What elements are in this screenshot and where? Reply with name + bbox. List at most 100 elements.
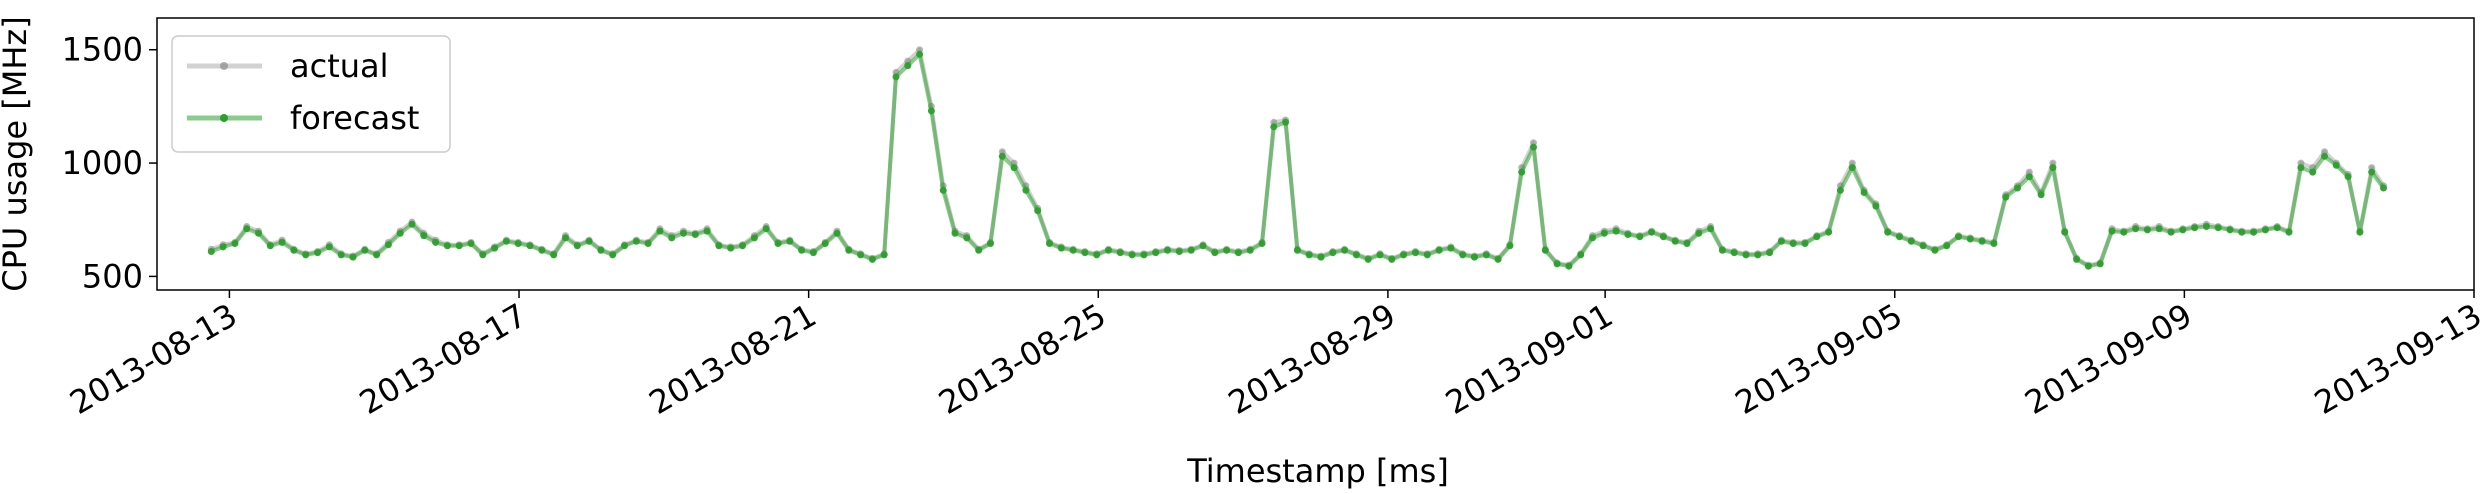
point-forecast-68 [1010,164,1018,172]
point-forecast-58 [892,73,900,81]
point-forecast-40 [680,229,687,237]
point-forecast-77 [1116,249,1124,257]
point-forecast-139 [1848,164,1856,172]
point-forecast-33 [597,246,605,254]
point-forecast-15 [384,241,392,249]
point-forecast-171 [2226,226,2234,234]
y-tick-label-500: 500 [82,257,143,295]
point-forecast-168 [2191,224,2199,232]
point-forecast-81 [1164,246,1171,254]
point-forecast-59 [904,62,912,70]
point-forecast-178 [2309,168,2317,176]
point-forecast-82 [1175,248,1183,255]
point-forecast-39 [668,234,676,242]
point-forecast-97 [1352,251,1360,259]
point-forecast-142 [1884,228,1892,236]
point-forecast-181 [2344,173,2352,181]
point-forecast-48 [774,240,782,247]
point-forecast-72 [1057,244,1065,252]
point-forecast-5 [266,242,274,250]
series-layer [207,46,2387,270]
point-forecast-104 [1435,246,1443,254]
point-forecast-106 [1459,251,1467,259]
point-forecast-174 [2261,226,2269,234]
x-tick-label-2013-09-13: 2013-09-13 [2308,296,2481,422]
point-forecast-123 [1659,233,1667,241]
point-forecast-76 [1105,246,1112,254]
point-forecast-179 [2321,152,2328,160]
point-forecast-73 [1069,246,1077,254]
point-forecast-105 [1447,244,1455,252]
point-forecast-130 [1742,251,1750,259]
point-forecast-62 [939,186,947,194]
point-forecast-83 [1187,246,1195,254]
point-forecast-151 [1990,240,1998,247]
point-forecast-10 [325,243,333,251]
point-forecast-65 [975,246,983,254]
point-forecast-100 [1388,255,1396,263]
point-forecast-20 [443,242,451,250]
x-tick-label-2013-08-21: 2013-08-21 [643,296,823,422]
point-forecast-23 [479,251,487,259]
point-forecast-87 [1234,249,1242,257]
point-forecast-146 [1931,246,1939,254]
point-forecast-56 [868,255,876,263]
point-forecast-71 [1046,240,1053,247]
point-forecast-138 [1836,186,1844,194]
point-forecast-147 [1943,242,1951,250]
point-forecast-108 [1482,251,1490,259]
point-forecast-64 [963,234,971,242]
x-axis-label: Timestamp [ms] [1186,452,1449,490]
point-forecast-156 [2049,164,2057,172]
point-forecast-101 [1400,251,1408,259]
x-tick-label-2013-09-09: 2013-09-09 [2018,296,2198,422]
legend-frame [171,35,451,153]
point-forecast-79 [1140,251,1148,259]
point-forecast-30 [562,234,569,242]
point-forecast-172 [2238,228,2246,236]
point-forecast-52 [821,240,829,247]
point-forecast-96 [1341,246,1349,254]
point-forecast-164 [2143,226,2151,234]
point-forecast-120 [1624,231,1632,238]
point-forecast-132 [1766,249,1774,257]
point-forecast-8 [302,251,310,259]
point-forecast-85 [1211,249,1219,257]
legend: actual forecast [171,35,451,153]
point-forecast-116 [1577,251,1585,259]
point-forecast-125 [1683,240,1691,247]
point-forecast-102 [1412,249,1419,257]
legend-forecast-label: forecast [290,99,419,137]
point-forecast-144 [1907,237,1915,245]
point-forecast-111 [1518,168,1526,176]
y-tick-label-1500: 1500 [62,31,143,69]
point-forecast-127 [1707,225,1715,233]
x-tick-label-2013-08-29: 2013-08-29 [1222,296,1402,422]
point-forecast-99 [1376,251,1384,259]
point-forecast-98 [1364,255,1372,263]
point-forecast-1 [219,243,227,251]
x-tick-label-2013-08-13: 2013-08-13 [63,296,243,422]
point-forecast-61 [927,107,935,115]
point-forecast-114 [1553,260,1561,268]
point-forecast-4 [255,229,262,237]
point-forecast-93 [1305,251,1313,259]
point-forecast-43 [715,242,723,250]
point-forecast-145 [1919,242,1927,250]
point-forecast-117 [1589,234,1596,242]
point-forecast-140 [1860,189,1868,196]
point-forecast-92 [1293,246,1301,254]
point-forecast-89 [1258,240,1266,247]
point-forecast-119 [1612,227,1620,235]
point-forecast-148 [1955,233,1962,241]
point-forecast-154 [2025,173,2033,181]
point-forecast-103 [1423,251,1431,259]
point-forecast-75 [1093,251,1101,259]
point-forecast-137 [1825,228,1833,236]
point-forecast-27 [526,242,534,250]
legend-actual-marker [220,62,228,70]
point-forecast-2 [231,240,239,247]
point-forecast-78 [1128,251,1136,259]
